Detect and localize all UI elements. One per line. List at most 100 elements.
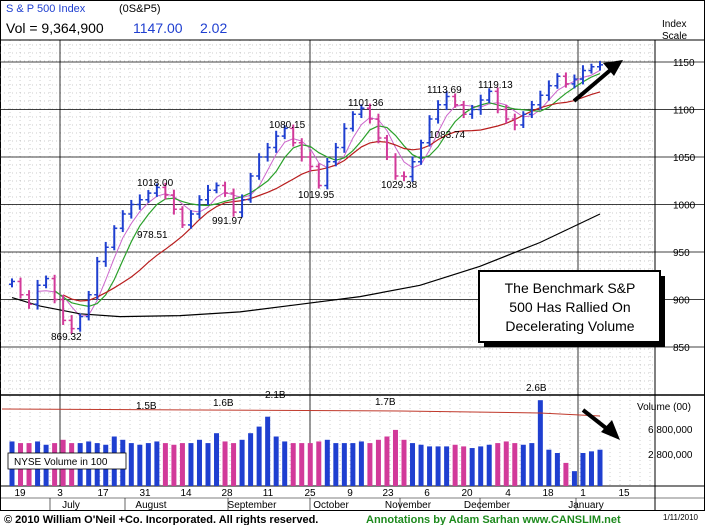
date-tick-label: 4: [505, 488, 511, 499]
price-tick-label: 1000: [673, 201, 696, 212]
callout-box: [478, 270, 661, 343]
month-label: July: [62, 500, 80, 511]
volume-bar: [469, 448, 475, 486]
volume-bar: [427, 446, 433, 486]
volume-bar: [358, 441, 364, 486]
date-tick-label: 17: [97, 488, 109, 499]
price-annotation: 1101.36: [348, 98, 384, 109]
volume-bar: [231, 443, 237, 486]
volume-bar: [341, 443, 347, 486]
volume-bar: [520, 444, 526, 486]
volume-bar: [307, 443, 313, 486]
price-annotation: 978.51: [137, 230, 168, 241]
volume-tick-label: 6,800,000: [648, 425, 693, 436]
volume-bar: [256, 426, 262, 486]
volume-bar: [128, 443, 134, 486]
volume-bar: [265, 416, 271, 486]
month-label: August: [135, 500, 166, 511]
volume-bar: [188, 443, 194, 486]
volume-bar: [452, 444, 458, 486]
volume-bar: [537, 400, 543, 486]
price-annotation: 1019.95: [298, 190, 335, 201]
ma-200-line: [62, 91, 601, 302]
date-tick-label: 6: [424, 488, 430, 499]
volume-bar: [196, 439, 202, 486]
month-label: December: [464, 500, 511, 511]
price-annotation: 1083.74: [429, 130, 466, 141]
chart-frame: [0, 0, 705, 511]
volume-bar: [401, 439, 407, 486]
volume-tick-label: 2,800,000: [648, 450, 693, 461]
price-tick-label: 950: [673, 248, 690, 259]
callout-line-2: 500 Has Rallied On: [509, 299, 630, 315]
price-annotation: 869.32: [51, 332, 82, 343]
price-scale-title-2: Scale: [662, 31, 687, 42]
volume-bar: [529, 443, 535, 486]
price-tick-label: 850: [673, 343, 690, 354]
volume-bar: [154, 441, 160, 486]
volume-bar: [333, 443, 339, 486]
volume-bar: [435, 446, 441, 486]
volume-average-line: [1, 408, 601, 417]
ma-long-line: [11, 213, 601, 318]
date-tick-label: 15: [618, 488, 630, 499]
date-tick-label: 11: [263, 488, 274, 499]
date-tick-label: 20: [461, 488, 473, 499]
price-bars: [9, 61, 603, 334]
volume-annotation: 1.5B: [136, 401, 157, 412]
price-scale-title-1: Index: [662, 19, 686, 30]
volume-tick-labels: 6,800,000 2,800,000: [648, 425, 693, 461]
month-label: January: [568, 500, 604, 511]
date-tick-labels: 19 3 17 31 14 28 11 25 9 23 6 20 4 18 1 15: [14, 488, 630, 499]
footer-date: 1/11/2010: [663, 513, 699, 522]
volume-bar: [597, 449, 603, 486]
date-tick-label: 25: [304, 488, 316, 499]
volume-bar: [299, 443, 305, 486]
month-label: September: [228, 500, 278, 511]
volume-bar: [145, 443, 151, 486]
volume-bar: [503, 441, 509, 486]
date-tick-label: 3: [57, 488, 63, 499]
index-name: S & P 500 Index: [6, 3, 86, 15]
date-tick-label: 19: [14, 488, 26, 499]
volume-bar: [324, 439, 330, 486]
volume-bar: [571, 471, 577, 486]
price-annotation: 1018.00: [137, 178, 174, 189]
volume-bar: [367, 443, 373, 486]
nyse-volume-label: NYSE Volume in 100: [14, 457, 108, 468]
volume-down-arrow: [581, 408, 620, 440]
volume-bar: [316, 441, 322, 486]
volume-annotation: 1.7B: [375, 397, 396, 408]
volume-bar: [171, 444, 177, 486]
volume-bar: [546, 449, 552, 486]
price-annotation: 1080.15: [269, 120, 306, 131]
volume-bar: [444, 446, 450, 486]
volume-bar: [375, 439, 381, 486]
date-tick-label: 9: [347, 488, 353, 499]
date-tick-label: 14: [180, 488, 192, 499]
volume-bar: [282, 441, 288, 486]
date-tick-label: 28: [221, 488, 233, 499]
date-tick-label: 18: [542, 488, 554, 499]
index-symbol: (0S&P5): [119, 3, 161, 15]
price-tick-label: 1150: [673, 58, 695, 69]
footer-credit: Annotations by Adam Sarhan www.CANSLIM.n…: [366, 514, 621, 525]
price-tick-label: 1050: [673, 153, 696, 164]
volume-bar: [580, 453, 586, 486]
volume-bar: [392, 429, 398, 486]
volume-bar: [512, 443, 518, 486]
price-tick-label: 900: [673, 296, 690, 307]
volume-bar: [273, 436, 279, 486]
price-annotation: 1029.38: [381, 180, 418, 191]
date-tick-label: 1: [580, 488, 586, 499]
nyse-volume-box: [7, 452, 127, 470]
price-tick-label: 1100: [673, 106, 695, 117]
volume-annotation: 2.6B: [526, 383, 547, 394]
volume-bar: [239, 439, 245, 486]
volume-bar: [248, 433, 254, 486]
volume-bar: [554, 453, 560, 486]
volume-bar: [563, 462, 569, 486]
volume-bar: [290, 443, 296, 486]
date-tick-label: 31: [139, 488, 151, 499]
